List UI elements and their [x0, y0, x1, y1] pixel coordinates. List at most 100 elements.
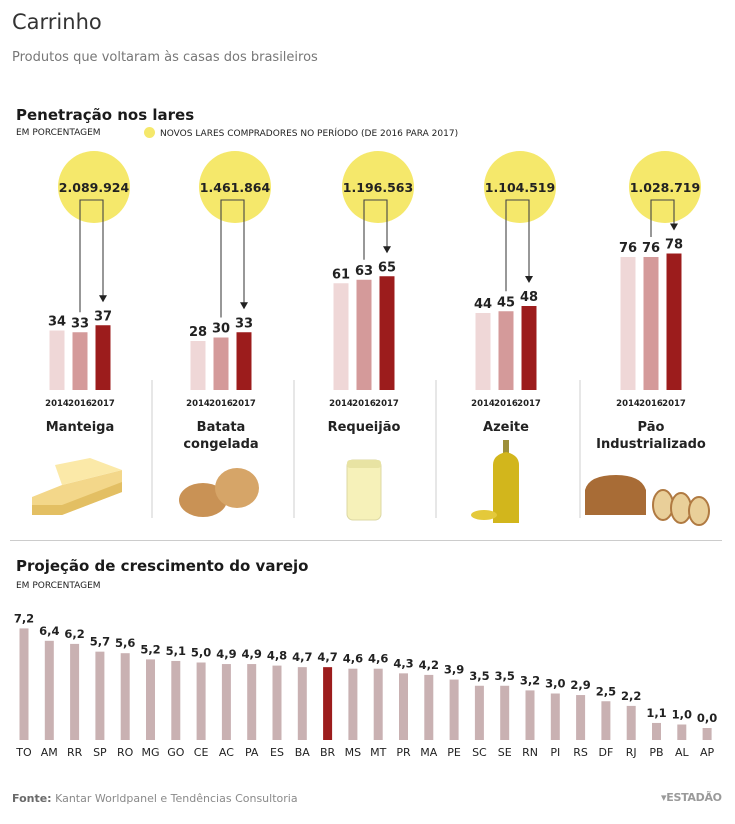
bread-slice-1 — [652, 489, 674, 521]
state-bar-MA — [424, 674, 434, 740]
state-value-label: 5,2 — [140, 642, 160, 656]
connector-line — [505, 199, 530, 292]
bar-2014 — [49, 330, 65, 390]
year-tick-label: 2014 — [471, 399, 495, 409]
product-name: Azeite — [483, 420, 529, 435]
state-bar-AC — [221, 664, 231, 740]
arrow-head-icon — [525, 276, 533, 283]
product-group: 61 2014 63 2016 65 2017 1.196.563 Requeijão — [328, 151, 414, 521]
state-tick-label: BA — [295, 746, 311, 759]
bar-value-label: 65 — [378, 260, 396, 275]
penetration-unit: EM PORCENTAGEM — [16, 128, 101, 138]
state-bar-PE — [449, 679, 459, 740]
butter-side — [32, 482, 122, 515]
jar-rim — [347, 460, 381, 468]
year-tick-label: 2016 — [68, 399, 92, 409]
product-name: Requeijão — [328, 420, 401, 435]
state-tick-label: RO — [117, 746, 134, 759]
state-tick-label: PI — [550, 746, 560, 759]
bottle-body — [493, 452, 519, 523]
potato-1 — [179, 483, 227, 517]
new-households-label: 1.028.719 — [630, 180, 700, 195]
section-divider — [10, 540, 722, 541]
bar-2016 — [498, 311, 514, 390]
estadao-logo-icon: ▾ — [661, 791, 667, 804]
state-tick-label: AM — [41, 746, 58, 759]
state-value-label: 5,7 — [90, 635, 110, 649]
year-tick-label: 2017 — [91, 399, 115, 409]
bar-2017 — [236, 332, 252, 390]
state-bar-RR — [70, 643, 80, 740]
state-bar-PA — [247, 664, 257, 740]
bar-2016 — [643, 257, 659, 390]
state-tick-label: MA — [420, 746, 437, 759]
bar-2014 — [620, 257, 636, 390]
state-bar-GO — [171, 660, 181, 740]
arrow-head-icon — [240, 302, 248, 310]
state-value-label: 4,8 — [267, 649, 287, 663]
state-value-label: 2,9 — [570, 678, 590, 692]
state-bar-PR — [399, 673, 408, 740]
bar-value-label: 33 — [71, 316, 89, 331]
state-value-label: 5,0 — [191, 646, 211, 660]
product-name: congelada — [183, 437, 258, 452]
arrow-head-icon — [670, 223, 678, 231]
state-bar-RJ — [626, 705, 636, 740]
oil-dish — [471, 510, 497, 520]
new-households-label: 2.089.924 — [59, 180, 130, 195]
year-tick-label: 2016 — [209, 399, 233, 409]
bread-loaf — [585, 475, 646, 515]
product-name: Industrializado — [596, 437, 706, 452]
state-value-label: 4,9 — [242, 647, 262, 661]
legend-label: NOVOS LARES COMPRADORES NO PERÍODO (DE 2… — [160, 129, 459, 139]
product-name: Batata — [197, 420, 246, 435]
bar-value-label: 33 — [235, 316, 253, 331]
state-tick-label: AC — [219, 746, 234, 759]
state-value-label: 7,2 — [14, 611, 34, 625]
bar-value-label: 45 — [497, 295, 515, 310]
state-value-label: 1,1 — [646, 706, 666, 720]
state-value-label: 4,9 — [216, 647, 236, 661]
bar-2016 — [72, 332, 88, 390]
bar-value-label: 48 — [520, 290, 538, 305]
state-value-label: 4,6 — [368, 652, 388, 666]
state-bar-BA — [297, 667, 307, 740]
retail-growth-unit: EM PORCENTAGEM — [16, 581, 101, 591]
state-tick-label: MT — [370, 746, 386, 759]
state-tick-label: MS — [345, 746, 361, 759]
product-group: 34 2014 33 2016 37 2017 2.089.924 Manteiga — [32, 151, 130, 515]
year-tick-label: 2017 — [517, 399, 541, 409]
cream-cheese-jar-icon — [346, 459, 382, 521]
year-tick-label: 2017 — [662, 399, 686, 409]
state-value-label: 3,9 — [444, 663, 464, 677]
bar-value-label: 37 — [94, 309, 112, 324]
bar-2017 — [666, 253, 682, 390]
legend: NOVOS LARES COMPRADORES NO PERÍODO (DE 2… — [144, 127, 458, 139]
bar-value-label: 63 — [355, 264, 373, 279]
state-bar-CE — [196, 662, 206, 740]
bar-2017 — [95, 325, 111, 390]
year-tick-label: 2017 — [232, 399, 256, 409]
state-bar-MG — [146, 659, 155, 740]
bar-value-label: 28 — [189, 325, 207, 340]
new-households-label: 1.104.519 — [485, 180, 555, 195]
year-tick-label: 2014 — [45, 399, 69, 409]
state-tick-label: PE — [447, 746, 461, 759]
state-bar-SC — [474, 685, 484, 740]
butter-block — [32, 470, 122, 515]
new-households-circle — [629, 151, 701, 223]
state-value-label: 3,5 — [495, 669, 515, 683]
state-value-label: 3,2 — [520, 673, 540, 687]
olive-oil-icon — [471, 440, 519, 523]
state-bar-PI — [550, 693, 560, 740]
new-households-circle — [484, 151, 556, 223]
arrow-head-icon — [99, 295, 107, 303]
product-group: 28 2014 30 2016 33 2017 1.461.864 Batata congela… — [179, 151, 271, 517]
year-tick-label: 2014 — [616, 399, 640, 409]
state-bar-RN — [525, 690, 535, 740]
state-value-label: 4,2 — [419, 658, 439, 672]
year-tick-label: 2016 — [352, 399, 376, 409]
jar-body — [346, 459, 382, 521]
state-value-label: 3,5 — [469, 669, 489, 683]
bar-value-label: 30 — [212, 322, 230, 337]
